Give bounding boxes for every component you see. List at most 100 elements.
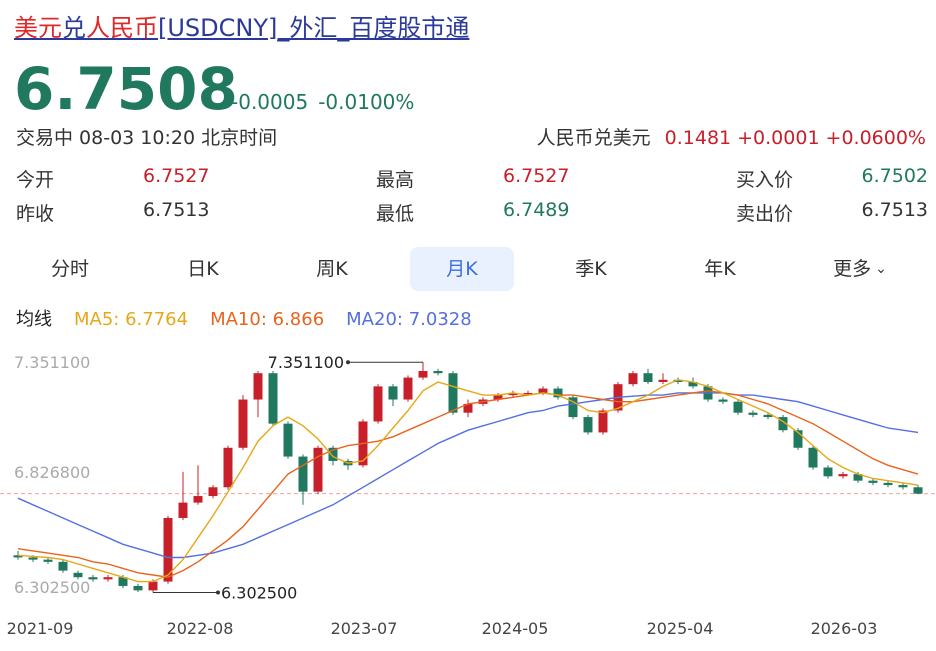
candle-body [748, 412, 758, 415]
rmb-change: +0.0001 [737, 127, 820, 149]
candle [793, 428, 803, 450]
ask-value: 6.7513 [861, 199, 928, 221]
candle-body [133, 585, 143, 591]
candle [403, 375, 413, 402]
candle [343, 458, 353, 470]
y-axis-label-top: 7.351100 [14, 353, 90, 372]
candle [313, 445, 323, 494]
candle [883, 480, 893, 488]
tab-daily-k[interactable]: 日K [187, 258, 219, 280]
candle [103, 575, 113, 582]
candle [73, 570, 83, 580]
candle-body [28, 557, 38, 560]
price-change: -0.0005 -0.0100% [231, 90, 424, 114]
candle [628, 371, 638, 387]
candle [778, 414, 788, 433]
tab-intraday[interactable]: 分时 [50, 258, 89, 280]
candle [823, 465, 833, 479]
candle-body [658, 379, 668, 382]
tab-monthly-k[interactable]: 月K [410, 247, 514, 291]
x-tick-label: 2021-09 [7, 619, 74, 638]
candle-body [883, 482, 893, 486]
quote-high: 最高 6.7527 [376, 165, 569, 192]
candle [583, 414, 593, 435]
candle-body [163, 517, 173, 582]
candle [43, 557, 53, 565]
candle-body [913, 487, 923, 494]
candle [433, 368, 443, 376]
current-price: 6.7508 [14, 55, 238, 123]
prev-value: 6.7513 [143, 199, 210, 221]
high-label: 最高 [376, 169, 415, 191]
ma10-line [17, 390, 919, 578]
min-marker-label: 6.302500 [221, 584, 297, 603]
quote-ask: 卖出价 6.7513 [736, 199, 928, 226]
quote-bid: 买入价 6.7502 [736, 165, 928, 192]
candle-body [388, 386, 398, 400]
candle-body [118, 577, 128, 586]
page-title[interactable]: 美元兑人民币[USDCNY]_外汇_百度股市通 [14, 12, 469, 44]
quote-low: 最低 6.7489 [376, 199, 569, 226]
kline-chart[interactable]: 7.351100 6.826800 6.302500 2021-09 2022-0… [0, 340, 936, 651]
candle-body [628, 373, 638, 385]
candle-body [43, 559, 53, 562]
candle-body [463, 403, 473, 413]
change-value: -0.0005 [231, 90, 309, 114]
candle [208, 485, 218, 499]
candle [568, 395, 578, 420]
candle-body [103, 577, 113, 580]
candle [538, 386, 548, 396]
candle-body [418, 371, 428, 378]
tab-quarterly-k[interactable]: 季K [575, 258, 607, 280]
rmb-price: 0.1481 [664, 127, 732, 149]
candle [238, 395, 248, 450]
candle-body [73, 572, 83, 578]
candle-body [13, 555, 23, 558]
candle-body [403, 377, 413, 400]
candle-body [838, 474, 848, 477]
prev-label: 昨收 [16, 203, 55, 225]
candle [223, 445, 233, 490]
max-marker: 7.351100 [268, 353, 423, 372]
ma20-value: MA20: 7.0328 [346, 309, 472, 330]
candle-body [448, 373, 458, 413]
tab-more[interactable]: 更多 ⌄ [810, 247, 910, 291]
candle [283, 421, 293, 459]
candle-body [868, 480, 878, 483]
candle-body [58, 561, 68, 571]
max-marker-dot [346, 360, 350, 365]
change-percent: -0.0100% [318, 90, 415, 114]
candle [838, 471, 848, 479]
candle-body [283, 423, 293, 457]
candle-body [673, 379, 683, 382]
candle-body [373, 386, 383, 422]
candle [13, 550, 23, 560]
tab-weekly-k[interactable]: 周K [316, 258, 348, 280]
candle-body [508, 392, 518, 396]
candle-body [733, 401, 743, 413]
candle [133, 583, 143, 592]
candle [748, 410, 758, 418]
x-axis: 2021-09 2022-08 2023-07 2024-05 2025-04 2026-… [7, 619, 878, 638]
candle-body [433, 371, 443, 374]
candle-body [238, 399, 248, 448]
x-tick-label: 2023-07 [331, 619, 398, 638]
quote-prev-close: 昨收 6.7513 [16, 199, 209, 226]
candle [718, 397, 728, 404]
candle-body [88, 577, 98, 580]
candle-body [718, 399, 728, 402]
candle-body [898, 485, 908, 488]
tab-yearly-k[interactable]: 年K [704, 258, 736, 280]
trading-status: 交易中 08-03 10:20 北京时间 [16, 127, 278, 149]
rmb-label: 人民币兑美元 [536, 127, 651, 149]
x-tick-label: 2025-04 [647, 619, 714, 638]
min-marker-dot [216, 590, 220, 595]
rmb-quote[interactable]: 人民币兑美元 0.1481 +0.0001 +0.0600% [537, 123, 926, 150]
candle-body [763, 414, 773, 418]
candle-body [493, 395, 503, 400]
candle-body [808, 447, 818, 468]
low-value: 6.7489 [503, 199, 570, 221]
bid-value: 6.7502 [861, 165, 928, 187]
y-axis-label-bottom: 6.302500 [14, 578, 90, 597]
high-value: 6.7527 [503, 165, 570, 187]
